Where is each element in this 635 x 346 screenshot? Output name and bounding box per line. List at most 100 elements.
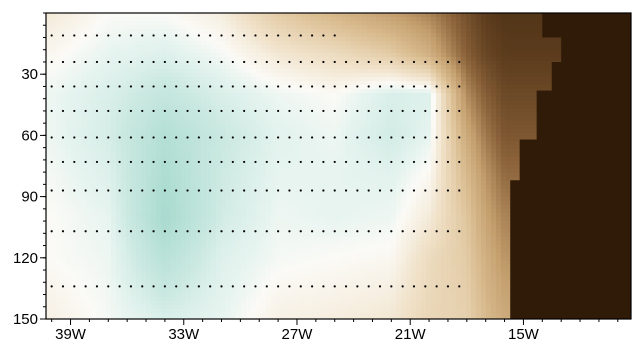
field-cell xyxy=(476,145,482,150)
field-cell xyxy=(476,29,482,34)
field-cell xyxy=(86,97,92,102)
field-cell xyxy=(141,161,147,166)
field-cell xyxy=(306,77,312,82)
field-cell xyxy=(161,129,167,134)
field-cell xyxy=(471,81,477,86)
field-cell xyxy=(236,21,242,26)
field-cell xyxy=(166,53,172,58)
field-cell xyxy=(226,37,232,42)
field-cell xyxy=(121,169,127,174)
field-cell xyxy=(296,29,302,34)
field-cell xyxy=(301,93,307,98)
field-cell xyxy=(86,61,92,66)
field-cell xyxy=(86,105,92,110)
field-cell xyxy=(131,181,137,186)
field-cell xyxy=(261,165,267,170)
field-cell xyxy=(391,73,397,78)
field-cell xyxy=(96,141,102,146)
field-cell xyxy=(406,101,412,106)
field-cell xyxy=(141,49,147,54)
field-cell xyxy=(96,17,102,22)
field-cell xyxy=(456,49,462,54)
field-cell xyxy=(256,173,262,178)
field-cell xyxy=(46,117,52,122)
field-cell xyxy=(446,41,452,46)
field-cell xyxy=(231,77,237,82)
field-cell xyxy=(386,105,392,110)
field-cell xyxy=(206,93,212,98)
field-cell xyxy=(271,25,277,30)
field-cell xyxy=(251,153,257,158)
field-cell xyxy=(471,157,477,162)
field-cell xyxy=(161,173,167,178)
field-cell xyxy=(521,125,527,130)
field-cell xyxy=(126,101,132,106)
field-cell xyxy=(86,37,92,42)
field-cell xyxy=(56,161,62,166)
field-cell xyxy=(211,141,217,146)
field-cell xyxy=(246,117,252,122)
field-cell xyxy=(376,117,382,122)
field-cell xyxy=(351,121,357,126)
field-cell xyxy=(491,89,497,94)
field-cell xyxy=(346,61,352,66)
field-cell xyxy=(236,169,242,174)
field-cell xyxy=(361,25,367,30)
field-cell xyxy=(271,165,277,170)
field-cell xyxy=(186,105,192,110)
field-cell xyxy=(261,81,267,86)
field-cell xyxy=(76,57,82,62)
field-cell xyxy=(121,181,127,186)
field-cell xyxy=(381,81,387,86)
field-cell xyxy=(216,117,222,122)
field-cell xyxy=(441,53,447,58)
field-cell xyxy=(296,33,302,38)
field-cell xyxy=(481,89,487,94)
field-cell xyxy=(371,93,377,98)
field-cell xyxy=(136,29,142,34)
field-cell xyxy=(376,129,382,134)
field-cell xyxy=(306,93,312,98)
field-cell xyxy=(131,65,137,70)
field-cell xyxy=(321,161,327,166)
field-cell xyxy=(251,37,257,42)
field-cell xyxy=(236,117,242,122)
field-cell xyxy=(271,13,277,18)
field-cell xyxy=(121,49,127,54)
field-cell xyxy=(181,165,187,170)
field-cell xyxy=(516,73,522,78)
field-cell xyxy=(51,37,57,42)
field-cell xyxy=(246,93,252,98)
field-cell xyxy=(241,25,247,30)
field-cell xyxy=(476,57,482,62)
field-cell xyxy=(166,165,172,170)
field-cell xyxy=(241,93,247,98)
field-cell xyxy=(171,53,177,58)
field-cell xyxy=(436,69,442,74)
field-cell xyxy=(61,145,67,150)
field-cell xyxy=(431,29,437,34)
field-cell xyxy=(156,17,162,22)
field-cell xyxy=(161,149,167,154)
field-cell xyxy=(161,133,167,138)
field-cell xyxy=(231,149,237,154)
field-cell xyxy=(91,121,97,126)
field-cell xyxy=(91,13,97,18)
field-cell xyxy=(121,125,127,130)
field-cell xyxy=(376,77,382,82)
field-cell xyxy=(261,173,267,178)
field-cell xyxy=(421,169,427,174)
field-cell xyxy=(526,109,532,114)
field-cell xyxy=(456,73,462,78)
field-cell xyxy=(171,85,177,90)
field-cell xyxy=(76,161,82,166)
field-cell xyxy=(371,65,377,70)
field-cell xyxy=(391,181,397,186)
field-cell xyxy=(326,85,332,90)
field-cell xyxy=(541,77,547,82)
field-cell xyxy=(316,33,322,38)
field-cell xyxy=(421,49,427,54)
field-cell xyxy=(86,121,92,126)
field-cell xyxy=(181,77,187,82)
field-cell xyxy=(211,77,217,82)
